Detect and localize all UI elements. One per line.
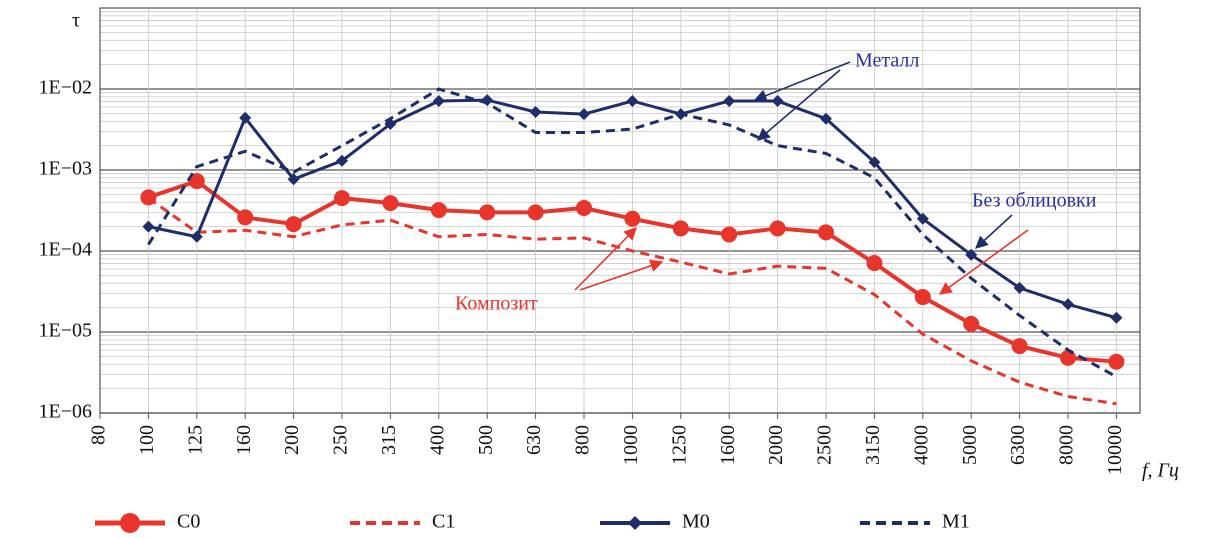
x-tick-label: 1600 — [717, 425, 739, 465]
x-tick-label: 80 — [88, 425, 110, 445]
x-tick-label: 630 — [523, 425, 545, 455]
legend-item: M1 — [860, 511, 970, 533]
point — [142, 220, 155, 233]
annotation: Металл — [855, 50, 919, 72]
grid — [99, 8, 1140, 419]
legend-marker — [628, 516, 642, 530]
legend-item: M0 — [600, 511, 710, 533]
series-line — [147, 87, 1118, 379]
x-tick-label: 8000 — [1056, 425, 1078, 465]
x-tick-label: 800 — [572, 425, 594, 455]
point — [1011, 338, 1028, 355]
legend-item: C0 — [95, 511, 200, 533]
annotation: Композит — [455, 293, 538, 315]
annotation: Без облицовки — [972, 190, 1097, 212]
point — [1110, 311, 1123, 324]
x-tick-label: 160 — [233, 425, 255, 455]
x-tick-label: 1250 — [668, 425, 690, 465]
x-tick-label: 315 — [378, 425, 400, 455]
legend-label: M0 — [682, 511, 710, 533]
point — [723, 95, 736, 108]
point — [868, 156, 881, 169]
point — [963, 315, 980, 332]
x-tick-label: 125 — [184, 425, 206, 455]
x-tick-label: 2500 — [814, 425, 836, 465]
y-tick-label: 1E−05 — [39, 320, 93, 342]
point — [916, 212, 929, 225]
point — [1108, 353, 1125, 370]
point — [287, 173, 300, 186]
plot-frame — [99, 7, 1141, 414]
x-tick-label: 3150 — [862, 425, 884, 465]
x-tick-label: 500 — [475, 425, 497, 455]
point — [626, 95, 639, 108]
point — [336, 154, 348, 167]
x-tick-label: 250 — [330, 425, 352, 455]
point — [578, 108, 590, 121]
legend-marker — [120, 513, 140, 533]
x-tick-label: 6300 — [1007, 425, 1029, 465]
point — [771, 95, 784, 108]
point — [914, 289, 931, 306]
y-tick-label: 1E−06 — [39, 401, 93, 423]
point — [432, 95, 445, 108]
legend-label: C0 — [177, 511, 200, 533]
point — [624, 210, 641, 227]
x-tick-label: 5000 — [959, 425, 981, 465]
point — [527, 204, 544, 221]
point — [820, 112, 832, 125]
point — [430, 202, 447, 219]
x-tick-label: 400 — [426, 425, 448, 455]
point — [479, 204, 496, 221]
y-tick-label: 1E−02 — [39, 77, 93, 99]
legend-label: C1 — [432, 511, 455, 533]
point — [965, 248, 978, 261]
y-tick-label: 1E−03 — [39, 158, 93, 180]
point — [285, 216, 302, 233]
plot — [140, 87, 1125, 406]
x-tick-label: 200 — [281, 425, 303, 455]
point — [1013, 281, 1026, 294]
point — [769, 220, 786, 237]
x-tick-label: 2000 — [765, 425, 787, 465]
point — [818, 224, 834, 241]
legend-label: M1 — [942, 511, 970, 533]
point — [721, 226, 738, 243]
legend: C0 C1 M0 M1 — [95, 511, 970, 533]
point — [672, 220, 689, 237]
point — [334, 190, 350, 207]
point — [576, 199, 592, 216]
point — [239, 111, 252, 124]
point — [1062, 298, 1074, 311]
legend-item: C1 — [350, 511, 455, 533]
annotation-arrows — [574, 61, 1029, 295]
y-tick-label: 1E−04 — [39, 239, 93, 261]
x-tick-label: 100 — [136, 425, 158, 455]
point — [237, 209, 254, 226]
series-line — [147, 196, 1117, 406]
x-tick-label: 4000 — [910, 425, 932, 465]
point — [866, 255, 883, 272]
point — [382, 195, 399, 212]
x-tick-label: 1000 — [620, 425, 642, 465]
x-axis-label: f, Гц — [1142, 460, 1179, 482]
x-tick-label: 10000 — [1104, 425, 1126, 475]
y-axis-label: τ — [72, 10, 80, 32]
point — [529, 106, 542, 119]
point — [188, 173, 205, 190]
point — [190, 230, 203, 243]
